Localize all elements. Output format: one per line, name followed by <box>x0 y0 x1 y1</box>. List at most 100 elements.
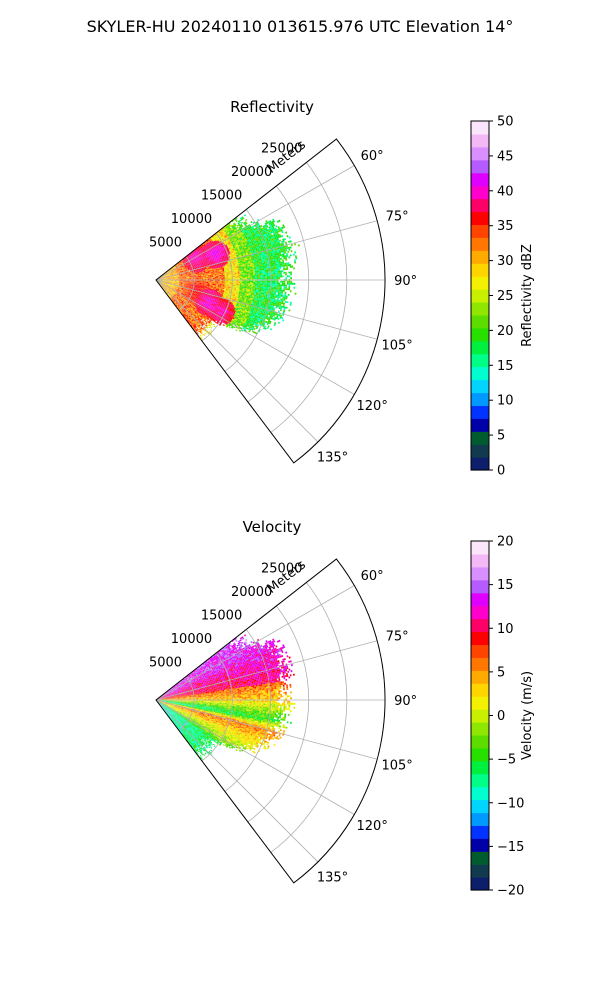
echo-cell <box>201 256 203 258</box>
echo-cell <box>253 234 256 237</box>
echo-cell <box>195 253 198 256</box>
echo-cell <box>185 262 187 264</box>
echo-cell <box>211 252 214 254</box>
echo-cell <box>279 270 282 273</box>
echo-cell <box>215 237 218 240</box>
echo-cell <box>230 224 233 227</box>
echo-cell <box>244 291 246 294</box>
echo-cell <box>205 243 207 246</box>
echo-cell <box>251 280 254 282</box>
echo-cell <box>257 229 260 233</box>
echo-cell <box>203 279 205 280</box>
echo-cell <box>266 276 269 278</box>
echo-cell <box>196 282 198 283</box>
echo-cell <box>177 269 180 271</box>
echo-cell <box>271 228 274 232</box>
echo-cell <box>217 248 220 250</box>
echo-cell <box>265 293 268 295</box>
echo-cell <box>261 277 264 280</box>
echo-cell <box>257 266 260 268</box>
echo-cell <box>258 277 261 280</box>
echo-cell <box>202 253 205 255</box>
echo-cell <box>193 260 196 263</box>
echo-cell <box>194 281 197 283</box>
echo-cell <box>192 261 194 263</box>
echo-cell <box>270 259 272 262</box>
echo-cell <box>271 280 274 283</box>
echo-cell <box>272 265 275 268</box>
echo-cell <box>205 255 208 257</box>
echo-cell <box>173 269 176 271</box>
echo-cell <box>199 256 201 258</box>
echo-cell <box>249 226 252 229</box>
echo-cell <box>171 269 173 271</box>
echo-cell <box>228 240 231 242</box>
echo-cell <box>220 250 223 252</box>
echo-cell <box>189 257 192 259</box>
echo-cell <box>285 262 288 265</box>
echo-cell <box>223 248 226 251</box>
echo-cell <box>283 302 285 305</box>
echo-cell <box>294 261 297 264</box>
echo-cell <box>285 231 288 234</box>
echo-cell <box>171 268 173 270</box>
echo-cell <box>286 301 289 304</box>
echo-cell <box>160 277 163 279</box>
echo-cell <box>229 277 232 279</box>
echo-cell <box>232 236 235 239</box>
echo-cell <box>197 247 200 250</box>
echo-cell <box>273 260 276 263</box>
echo-cell <box>230 236 233 239</box>
echo-cell <box>249 271 252 273</box>
echo-cell <box>169 269 172 271</box>
echo-cell <box>271 287 274 289</box>
echo-cell <box>229 228 232 231</box>
echo-cell <box>237 286 240 288</box>
echo-cell <box>253 283 255 285</box>
echo-cell <box>184 264 186 266</box>
echo-cell <box>165 275 167 276</box>
echo-cell <box>213 281 215 283</box>
echo-cell <box>274 262 276 265</box>
echo-cell <box>269 220 272 223</box>
echo-cell <box>229 288 231 290</box>
echo-cell <box>227 223 230 226</box>
echo-cell <box>291 265 294 268</box>
echo-cell <box>183 266 185 268</box>
echo-cell <box>282 262 285 265</box>
echo-cell <box>203 244 206 246</box>
echo-cell <box>229 235 232 238</box>
echo-cell <box>241 229 244 232</box>
echo-cell <box>249 274 252 276</box>
echo-cell <box>231 246 234 249</box>
echo-cell <box>217 249 220 251</box>
echo-cell <box>265 220 268 223</box>
echo-cell <box>208 257 211 259</box>
echo-cell <box>175 269 177 271</box>
echo-cell <box>194 278 197 280</box>
echo-cell <box>235 246 237 248</box>
echo-cell <box>214 250 217 253</box>
echo-cell <box>216 254 219 256</box>
echo-cell <box>242 234 245 237</box>
echo-cell <box>182 261 185 263</box>
echo-cell <box>181 262 183 264</box>
echo-cell <box>224 272 227 274</box>
echo-cell <box>246 242 249 245</box>
echo-cell <box>278 287 280 290</box>
echo-cell <box>182 264 185 266</box>
echo-cell <box>204 280 207 282</box>
echo-cell <box>212 275 215 277</box>
echo-cell <box>244 242 247 245</box>
echo-cell <box>236 237 239 240</box>
echo-cell <box>206 248 208 250</box>
echo-cell <box>262 265 265 268</box>
echo-cell <box>223 241 226 244</box>
echo-cell <box>274 257 277 259</box>
echo-cell <box>202 259 204 261</box>
echo-cell <box>205 246 207 249</box>
echo-cell <box>254 293 256 295</box>
echo-cell <box>194 259 197 261</box>
panel-reflectivity: Reflectivity60°75°90°105°120°135°5000100… <box>149 98 535 479</box>
echo-cell <box>227 241 230 244</box>
